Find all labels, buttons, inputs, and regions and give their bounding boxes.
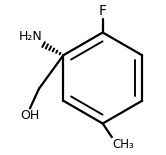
Text: H₂N: H₂N xyxy=(18,30,42,43)
Text: OH: OH xyxy=(20,109,40,122)
Text: CH₃: CH₃ xyxy=(113,138,134,151)
Text: F: F xyxy=(99,4,107,18)
